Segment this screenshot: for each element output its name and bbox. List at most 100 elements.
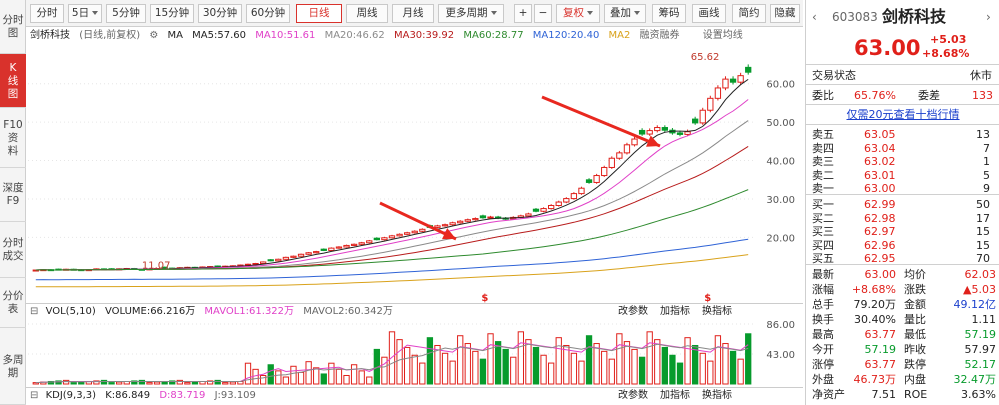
period-tab-daily[interactable]: 日线: [296, 4, 342, 23]
volume-header: ⊟ VOL(5,10) VOLUME:66.216万 MAVOL1:61.322…: [26, 303, 803, 319]
volume-bar: [578, 360, 585, 385]
weicha-value: 133: [972, 89, 993, 102]
volume-bar: [146, 382, 153, 385]
hide-button[interactable]: 隐藏: [770, 4, 800, 23]
ask-price[interactable]: 63.00: [864, 182, 896, 195]
volume-collapse-icon[interactable]: ⊟: [30, 306, 39, 317]
volume-bar: [206, 380, 214, 385]
y-tick-label: 20.00: [766, 233, 795, 244]
simple-mode-button[interactable]: 简约: [732, 4, 766, 23]
ask-price[interactable]: 63.05: [864, 128, 896, 141]
divider: [806, 104, 999, 105]
candle: [601, 166, 608, 177]
ask-price[interactable]: 63.01: [864, 168, 896, 182]
ma-settings-dropdown[interactable]: 设置均线: [702, 30, 743, 41]
ask-price[interactable]: 63.04: [864, 141, 896, 155]
left-tab-5[interactable]: 分价 表: [0, 278, 26, 328]
period-tab-60min[interactable]: 60分钟: [246, 4, 290, 23]
ma120-value: MA120:20.40: [532, 30, 600, 41]
left-tab-3[interactable]: 深度 F9: [0, 168, 26, 222]
volume-bar: [47, 380, 55, 385]
zoom-out-button[interactable]: −: [534, 4, 552, 23]
bid-level-label: 买一: [812, 198, 834, 211]
volume-chart[interactable]: 43.00 86.00: [28, 320, 803, 386]
draw-line-button[interactable]: 画线: [692, 4, 726, 23]
period-more-dropdown[interactable]: 更多周期: [438, 4, 504, 23]
stat-label: ROE: [904, 388, 928, 401]
volume-bar: [381, 356, 388, 385]
margin-trading-button[interactable]: 融资融券: [639, 30, 680, 41]
trade-status-row: 交易状态 休市: [806, 69, 999, 82]
period-toolbar: 分时 5日 5分钟 15分钟 30分钟 60分钟 日线 周线 月线 更多周期 +…: [26, 0, 803, 27]
candle: [434, 225, 441, 228]
ma-label: MA: [167, 30, 183, 41]
prev-stock-icon[interactable]: ‹: [812, 10, 817, 24]
volume-bar: [646, 331, 653, 385]
candle: [707, 97, 714, 111]
left-tab-2[interactable]: F10 资 料: [0, 108, 26, 168]
stat-row: 换手 30.40% 量比 1.11: [806, 313, 999, 326]
stat-row: 最高 63.77 最低 57.19: [806, 328, 999, 341]
ask-level-label: 卖一: [812, 182, 834, 195]
volume-bar: [722, 343, 729, 385]
stat-label: 涨跌: [904, 283, 926, 296]
left-tab-0[interactable]: 分时 图: [0, 0, 26, 54]
overlay-dropdown[interactable]: 叠加: [604, 4, 646, 23]
volume-bar: [638, 356, 646, 385]
volume-bar: [290, 365, 297, 385]
candle: [358, 242, 365, 245]
stat-label: 最高: [812, 328, 834, 341]
candle: [290, 255, 297, 258]
stat-row: 最新 63.00 均价 62.03: [806, 268, 999, 281]
volume-bar: [623, 341, 631, 385]
chips-button[interactable]: 筹码: [652, 4, 686, 23]
candle: [419, 228, 426, 232]
period-tab-15min[interactable]: 15分钟: [150, 4, 194, 23]
dividend-marker: $: [704, 293, 711, 303]
volume-bar: [244, 362, 252, 385]
ma-settings-gear-icon[interactable]: ⚙: [149, 30, 159, 41]
bid-price[interactable]: 62.99: [864, 198, 896, 211]
volume-add-indicator-button[interactable]: 加指标: [660, 306, 690, 317]
kdj-switch-indicator-button[interactable]: 换指标: [702, 390, 732, 401]
stat-row: 净资产 7.51 ROE 3.63%: [806, 388, 999, 401]
ma20-value: MA20:46.62: [324, 30, 385, 41]
kdj-add-indicator-button[interactable]: 加指标: [660, 390, 690, 401]
next-stock-icon[interactable]: ›: [986, 10, 991, 24]
stock-code: 603083: [832, 10, 878, 24]
stat-label: 最低: [904, 328, 926, 341]
candlestick-chart[interactable]: 60.00 50.00 40.00 30.00 20.00 65.62 11.07 $ $: [28, 45, 803, 303]
bid-price[interactable]: 62.95: [864, 252, 896, 265]
ask-price[interactable]: 63.02: [864, 155, 896, 168]
bid-level-label: 买五: [812, 252, 834, 265]
period-tab-fenshi[interactable]: 分时: [30, 4, 64, 23]
y-tick-label: 40.00: [766, 157, 795, 168]
candle: [396, 233, 403, 237]
stat-value: ▲5.03: [963, 283, 996, 296]
y-tick-label: 60.00: [766, 80, 795, 91]
kdj-edit-params-button[interactable]: 改参数: [618, 390, 648, 401]
zoom-in-button[interactable]: +: [514, 4, 532, 23]
left-tab-1[interactable]: K 线 图: [0, 54, 26, 108]
adjust-dropdown[interactable]: 复权: [556, 4, 600, 23]
bid-price[interactable]: 62.97: [864, 225, 896, 238]
bid-price[interactable]: 62.96: [864, 238, 896, 252]
period-tab-monthly[interactable]: 月线: [392, 4, 434, 23]
bid-price[interactable]: 62.98: [864, 211, 896, 225]
period-tab-5min[interactable]: 5分钟: [106, 4, 146, 23]
volume-bar: [100, 379, 108, 385]
volume-bar: [229, 381, 236, 385]
candle: [692, 118, 699, 124]
period-tab-30min[interactable]: 30分钟: [198, 4, 242, 23]
weicha-label: 委差: [918, 89, 940, 102]
period-tab-weekly[interactable]: 周线: [346, 4, 388, 23]
stat-value: 57.19: [864, 343, 897, 356]
volume-edit-params-button[interactable]: 改参数: [618, 306, 648, 317]
left-tab-4[interactable]: 分时 成交: [0, 222, 26, 278]
period-tab-5day[interactable]: 5日: [68, 4, 102, 23]
level2-link[interactable]: 仅需20元查看十档行情: [846, 108, 960, 121]
left-tab-6[interactable]: 多周 期: [0, 328, 26, 405]
kdj-collapse-icon[interactable]: ⊟: [30, 390, 39, 401]
chevron-down-icon: [490, 11, 497, 15]
volume-switch-indicator-button[interactable]: 换指标: [702, 306, 732, 317]
